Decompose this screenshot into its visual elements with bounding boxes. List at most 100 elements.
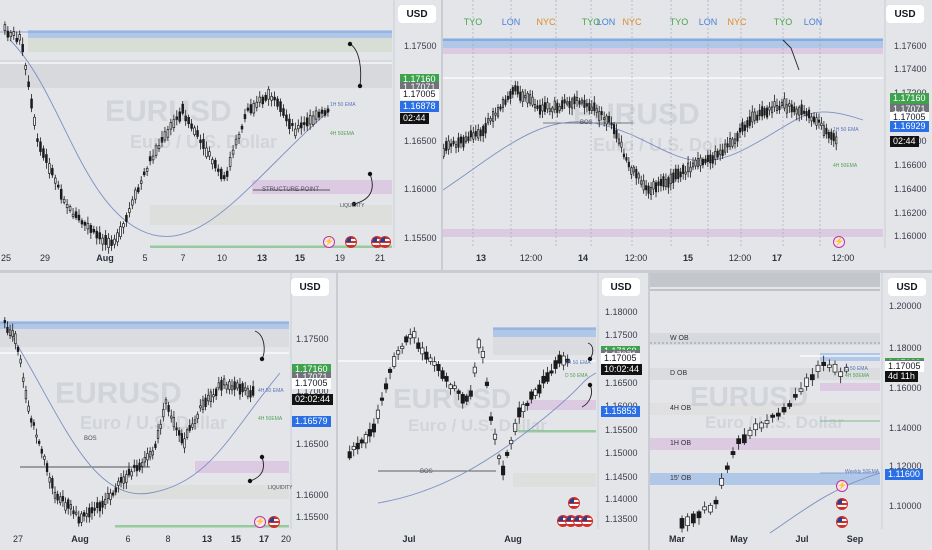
candle [65, 204, 69, 209]
annotation-weekly-ema: Weekly 50EMA [845, 469, 880, 475]
candle [285, 114, 288, 122]
candle [714, 150, 717, 160]
currency-button[interactable]: USD [398, 5, 436, 23]
zone [528, 400, 596, 410]
candle [109, 492, 112, 501]
candle [467, 136, 470, 142]
us-flag-icon[interactable] [836, 516, 848, 528]
candle [32, 422, 36, 426]
candle [707, 504, 713, 513]
candle [225, 384, 228, 390]
candle [506, 95, 509, 100]
currency-button[interactable]: USD [888, 278, 926, 296]
candle [228, 156, 232, 167]
us-flag-icon[interactable] [836, 498, 848, 510]
candle [288, 118, 291, 130]
us-flag-icon[interactable] [379, 236, 391, 248]
candle [719, 149, 722, 156]
candle [21, 44, 24, 53]
y-axis-tick: 1.16000 [404, 184, 437, 194]
candle [95, 230, 99, 239]
candle [80, 220, 84, 225]
candle [230, 385, 234, 391]
lightning-icon[interactable]: ⚡ [254, 516, 266, 528]
price-tag-blue: 1.16878 [400, 100, 439, 112]
chart-canvas[interactable] [0, 0, 441, 270]
candle [642, 180, 645, 191]
candle [484, 123, 487, 134]
chart-canvas[interactable] [650, 273, 932, 550]
candle [600, 111, 603, 116]
x-axis-tick: Mar [668, 534, 686, 544]
legend-w-ob: W OB [670, 335, 689, 342]
zone [28, 38, 392, 52]
annotation-ema-d: D 50 EMA [845, 366, 868, 372]
y-axis-tick: 1.16000 [296, 490, 329, 500]
chart-canvas[interactable] [338, 273, 648, 550]
candle [222, 378, 226, 386]
candle [68, 206, 72, 211]
candle [35, 434, 38, 438]
currency-button[interactable]: USD [886, 5, 924, 23]
candle [529, 94, 532, 104]
candle [747, 429, 753, 437]
currency-button[interactable]: USD [291, 278, 329, 296]
price-tag-white: 1.17005 [292, 378, 331, 390]
chart-canvas[interactable] [0, 273, 336, 550]
candle [137, 187, 140, 193]
candle [166, 129, 170, 138]
chart-canvas[interactable] [443, 0, 932, 270]
session-label-lon: LON [803, 17, 823, 27]
price-tag-timer: 02:44 [890, 136, 919, 147]
chart-panel-15m[interactable]: EURUSD Euro / U.S. Dollar USD BOS 1H 50 … [443, 0, 932, 270]
candle [452, 385, 457, 389]
candle [827, 132, 830, 139]
lightning-icon[interactable]: ⚡ [833, 236, 845, 248]
candle [424, 351, 429, 360]
annotation-bos: BOS [420, 469, 433, 475]
lightning-icon[interactable]: ⚡ [836, 480, 848, 492]
us-flag-icon[interactable] [568, 497, 580, 509]
candle [630, 167, 633, 175]
candle [30, 418, 33, 423]
candle [98, 502, 102, 512]
chart-panel-weekly[interactable]: EURUSD Euro / U.S. Dollar USD W OB D OB … [650, 273, 932, 550]
candle [821, 361, 827, 366]
candle [27, 81, 30, 88]
candle [188, 425, 191, 431]
candle [501, 465, 506, 476]
x-axis-tick: 6 [125, 534, 131, 544]
candle [363, 434, 368, 444]
candle [627, 161, 630, 168]
candle [93, 507, 96, 511]
candle [157, 145, 161, 149]
lightning-icon[interactable]: ⚡ [323, 236, 335, 248]
us-flag-icon[interactable] [345, 236, 357, 248]
zone [0, 329, 289, 347]
candle [244, 387, 247, 391]
candle [98, 232, 101, 240]
candle [72, 510, 75, 515]
candle [758, 422, 764, 429]
price-tag-gray: 1.17071 [292, 372, 331, 384]
annotation-liquidity: LIQUIDITY [268, 485, 293, 491]
us-flag-icon[interactable] [268, 516, 280, 528]
candle [119, 477, 123, 483]
candle [175, 116, 179, 120]
candle [743, 124, 746, 131]
us-flag-icon[interactable] [581, 515, 593, 527]
candle [578, 100, 581, 105]
candle [696, 157, 700, 168]
chart-panel-4h[interactable]: EURUSD Euro / U.S. Dollar USD BOS 4H 50 … [0, 273, 336, 550]
currency-button[interactable]: USD [602, 278, 640, 296]
candle [217, 168, 220, 172]
x-axis-tick: Jul [402, 534, 416, 544]
candle [428, 357, 433, 362]
target-dot [259, 454, 265, 460]
chart-panel-daily[interactable]: EURUSD Euro / U.S. Dollar USD BOS 4H 50 … [338, 273, 648, 550]
candle [781, 407, 787, 413]
candle [156, 430, 160, 439]
chart-panel-1h[interactable]: EURUSD Euro / U.S. Dollar USD STRUCTURE … [0, 0, 441, 270]
price-tag-timer: 02:44 [400, 113, 429, 124]
